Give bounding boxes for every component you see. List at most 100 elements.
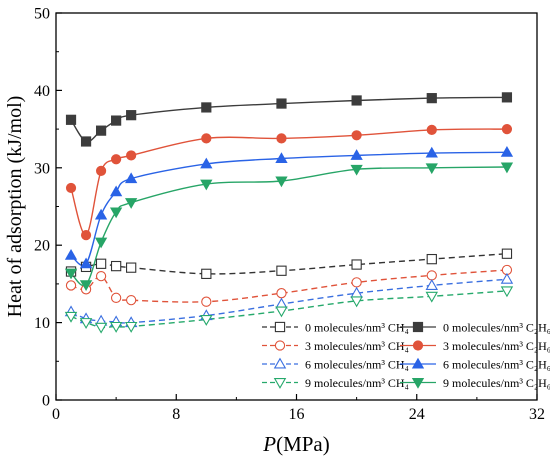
legend-marker-0	[274, 321, 286, 333]
legend-marker-6	[411, 357, 425, 369]
data-point-s0-6	[276, 265, 287, 276]
data-point-s7-3	[109, 207, 123, 219]
legend-label-7: 9 molecules/nm³ C₂H₆	[443, 376, 550, 390]
data-point-s1-3	[110, 292, 122, 303]
data-point-s7-7	[350, 164, 363, 176]
data-point-s4-5	[201, 102, 212, 113]
legend-marker-5	[412, 340, 424, 351]
data-point-s6-7	[350, 149, 363, 160]
data-point-s0-5	[201, 268, 212, 279]
series-line-4	[70, 96, 507, 143]
data-point-s3-5	[200, 314, 213, 326]
y-axis-label: Heat of adsorption (kJ/mol)	[4, 96, 26, 318]
legend-label-5: 3 molecules/nm³ C₂H₆	[443, 339, 550, 353]
legend-marker-3	[273, 377, 287, 389]
data-point-s3-3	[109, 321, 123, 333]
y-tick-label-5: 50	[34, 6, 50, 23]
data-point-s3-6	[275, 306, 288, 318]
data-point-s1-0	[65, 280, 77, 291]
data-point-s5-0	[65, 182, 77, 194]
y-tick-label-4: 40	[34, 83, 50, 100]
data-point-s7-2	[94, 237, 108, 249]
y-tick-label-2: 20	[34, 238, 50, 255]
data-point-s7-8	[425, 163, 438, 175]
data-point-s4-9	[501, 92, 513, 103]
data-point-s0-7	[351, 259, 362, 270]
data-point-s6-6	[275, 152, 288, 163]
data-point-s6-3	[109, 185, 123, 197]
data-point-s5-7	[351, 130, 362, 141]
data-point-s4-1	[80, 136, 92, 147]
data-point-s6-5	[200, 157, 213, 169]
data-point-s2-8	[425, 279, 439, 290]
data-point-s1-8	[426, 270, 437, 281]
legend-marker-2	[273, 357, 287, 369]
data-point-s5-8	[426, 124, 437, 135]
data-point-s1-2	[95, 271, 107, 282]
legend-label-0: 0 molecules/nm³ CH₄	[305, 321, 409, 335]
x-tick-label-2: 16	[289, 406, 305, 423]
y-tick-label-3: 30	[34, 160, 50, 177]
data-point-s3-7	[350, 296, 363, 308]
data-point-s3-4	[124, 321, 138, 333]
y-tick-label-0: 0	[42, 393, 50, 410]
data-point-s0-3	[110, 260, 122, 272]
x-tick-label-3: 24	[409, 406, 425, 423]
x-tick-label-1: 8	[172, 406, 180, 423]
data-point-s7-1	[79, 280, 93, 291]
data-point-s4-7	[351, 95, 362, 106]
data-point-s7-4	[125, 198, 138, 209]
data-point-s7-5	[200, 179, 213, 191]
x-axis-label-symbol: P	[262, 432, 276, 456]
series-markers	[64, 92, 514, 334]
data-point-s4-6	[276, 98, 287, 109]
data-point-s5-3	[111, 154, 122, 165]
data-point-s3-1	[79, 318, 93, 329]
data-point-s5-6	[276, 133, 287, 144]
series-line-6	[70, 151, 507, 267]
legend-label-1: 3 molecules/nm³ CH₄	[305, 339, 409, 353]
legend-label-6: 6 molecules/nm³ C₂H₆	[443, 358, 550, 372]
y-tick-label-1: 10	[34, 315, 50, 332]
series-line-2	[70, 278, 507, 324]
data-point-s5-4	[126, 150, 137, 161]
data-point-s2-9	[500, 272, 514, 284]
data-point-s0-8	[426, 253, 437, 265]
data-point-s1-5	[201, 296, 212, 307]
legend-marker-4	[412, 321, 424, 333]
x-tick-label-4: 32	[529, 406, 545, 423]
series-line-3	[70, 290, 507, 329]
data-point-s5-9	[501, 124, 513, 135]
data-point-s1-7	[351, 277, 362, 288]
data-point-s0-2	[95, 258, 107, 269]
legend-label-2: 6 molecules/nm³ CH₄	[305, 358, 409, 372]
x-axis-label-unit: (MPa)	[276, 432, 330, 456]
legend: 0 molecules/nm³ CH₄ 3 molecules/nm³ CH₄ 6 …	[262, 321, 550, 390]
legend-label-3: 9 molecules/nm³ CH₄	[305, 376, 409, 390]
data-point-s7-9	[500, 162, 514, 174]
legend-marker-1	[274, 340, 286, 351]
data-point-s6-8	[425, 146, 438, 158]
data-point-s1-4	[126, 295, 137, 306]
data-point-s6-1	[79, 257, 93, 269]
data-point-s4-3	[111, 115, 122, 126]
data-point-s5-1	[80, 230, 92, 241]
x-axis-label: P(MPa)	[262, 432, 330, 456]
data-point-s7-6	[275, 176, 288, 188]
data-point-s0-9	[501, 248, 513, 259]
data-point-s6-9	[500, 146, 514, 157]
data-point-s3-0	[64, 311, 78, 323]
axes: 0 8 16 24 32 0 10 20 30 40 50 P(MPa) Heat of adsorpt…	[4, 6, 545, 457]
data-point-s5-2	[95, 165, 107, 176]
series-line-0	[70, 253, 507, 275]
data-point-s4-4	[126, 110, 137, 121]
data-point-s3-9	[500, 286, 514, 298]
series-line-1	[70, 269, 507, 303]
data-point-s3-8	[425, 291, 439, 303]
data-point-s3-2	[94, 322, 108, 334]
series-line-5	[70, 128, 507, 236]
data-point-s1-6	[276, 288, 287, 299]
data-point-s6-2	[94, 208, 108, 220]
series-line-7	[70, 166, 507, 287]
